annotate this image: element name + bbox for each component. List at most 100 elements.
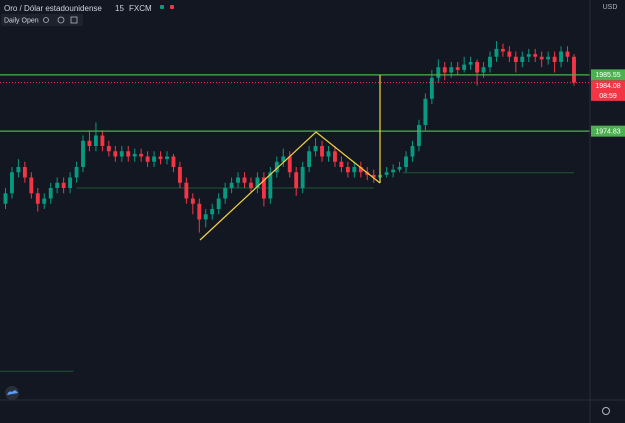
candle-body: [507, 51, 512, 57]
candle-body: [436, 67, 441, 78]
candle-body: [333, 151, 337, 162]
candle-body: [48, 188, 53, 199]
exchange[interactable]: FXCM: [129, 4, 152, 13]
candle-body: [462, 64, 467, 70]
candle-body: [352, 167, 357, 173]
candle-body: [281, 156, 286, 162]
candle-body: [300, 167, 305, 189]
price-label-box: [591, 80, 625, 92]
candle-body: [132, 153, 137, 157]
candle-body: [442, 67, 447, 73]
candle-body: [68, 177, 73, 189]
candle-body: [546, 56, 551, 60]
candle-body: [274, 161, 279, 173]
candle-body: [468, 62, 473, 65]
candle-body: [190, 198, 195, 204]
candle-body: [3, 193, 8, 204]
candle-body: [42, 198, 47, 204]
candle-body: [249, 182, 253, 189]
candle-body: [268, 172, 273, 199]
axes: 1985.55 1984.08 08:59 1974.83: [591, 69, 625, 137]
candle-body: [210, 209, 215, 215]
candle-body: [261, 177, 266, 199]
candle-body: [449, 67, 454, 73]
price-label: 1985.55: [595, 72, 620, 79]
candle-body: [223, 188, 228, 199]
candle-body: [494, 48, 499, 57]
candle-body: [320, 146, 324, 157]
candle-body: [313, 146, 318, 152]
candle-body: [203, 214, 208, 220]
price-label-box: [591, 125, 625, 137]
candle-body: [552, 56, 557, 63]
candle-body: [177, 167, 182, 183]
candle-body: [81, 140, 85, 168]
candle-body: [559, 51, 563, 63]
candle-body: [119, 151, 124, 157]
candle-body: [475, 62, 480, 73]
candle-body: [391, 169, 396, 173]
candle-body: [572, 56, 576, 83]
candle-body: [165, 156, 169, 160]
candle-body: [287, 156, 292, 173]
candle-body: [533, 54, 538, 57]
candle-body: [93, 135, 98, 147]
candle-body: [404, 156, 408, 168]
candle-body: [139, 153, 144, 157]
candle-body: [294, 172, 299, 189]
candle-body: [539, 56, 544, 60]
price-label-box: [591, 69, 625, 81]
candle-body: [488, 56, 492, 68]
interval[interactable]: 15: [115, 4, 124, 13]
market-status: [160, 5, 164, 9]
candle-body: [339, 161, 344, 168]
price-label: 1984.08: [595, 83, 620, 90]
price-label: 1974.83: [595, 128, 620, 135]
candle-body: [358, 167, 363, 173]
candle-body: [216, 198, 221, 210]
candle-body: [455, 67, 460, 70]
candle-body: [16, 167, 21, 173]
settings-icon[interactable]: [57, 16, 65, 24]
candle-body: [145, 156, 150, 162]
candle-body: [236, 177, 240, 183]
trend-drawing[interactable]: [199, 131, 381, 241]
candle-body: [416, 125, 421, 147]
candle-body: [55, 182, 60, 189]
candle-body: [35, 193, 40, 204]
candle-body: [384, 172, 389, 175]
candle-body: [22, 167, 27, 178]
visibility-icon[interactable]: [43, 17, 49, 23]
remove-icon[interactable]: [70, 16, 78, 24]
candle-body: [197, 203, 202, 220]
plot: [0, 41, 590, 233]
candle-body: [74, 167, 79, 178]
candle-body: [126, 151, 131, 157]
currency-label: USD: [603, 4, 618, 11]
candle-body: [371, 174, 376, 178]
candle-body: [423, 98, 428, 126]
countdown-label: 08:59: [599, 93, 617, 100]
settings-gear[interactable]: [602, 407, 610, 415]
candle-body: [113, 151, 118, 157]
candle-body: [526, 54, 531, 57]
candle-body: [87, 140, 92, 147]
symbol-title[interactable]: Oro / Dólar estadounidense: [4, 4, 102, 13]
candle-body: [326, 151, 331, 157]
countdown-box: [591, 90, 625, 101]
indicator-name[interactable]: Daily Open: [4, 17, 39, 24]
candle-body: [565, 51, 570, 57]
candle-body: [184, 182, 189, 199]
candle-body: [307, 151, 312, 168]
candle-body: [397, 167, 402, 170]
candle-body: [10, 172, 14, 194]
candle-body: [229, 182, 234, 189]
candle-body: [513, 56, 518, 63]
candle-body: [29, 177, 34, 194]
candle-body: [345, 167, 350, 173]
candle-body: [242, 177, 247, 183]
candle-body: [429, 77, 434, 99]
candle-body: [61, 182, 66, 189]
